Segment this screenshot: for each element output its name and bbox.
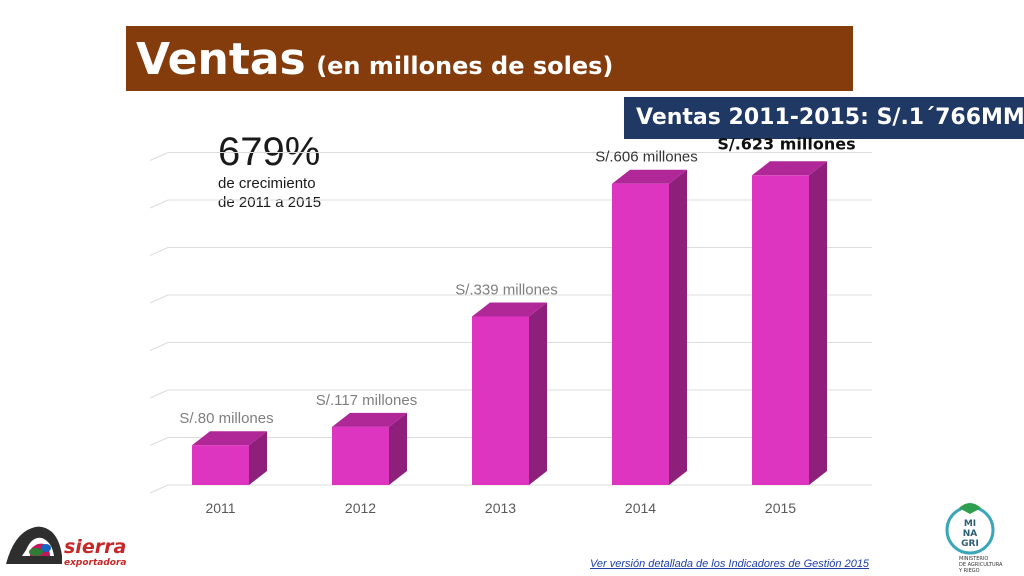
bar-2014 <box>612 169 687 485</box>
title-subtitle: (en millones de soles) <box>316 52 614 80</box>
data-label-2015: S/.623 millones <box>717 134 855 153</box>
chart-bars <box>192 161 827 485</box>
growth-line-2: de 2011 a 2015 <box>218 194 322 211</box>
data-label-2011: S/.80 millones <box>179 410 273 427</box>
minagri-logo-t2: DE AGRICULTURA <box>959 562 1003 568</box>
minagri-logo-t3: Y RIEGO <box>958 568 980 574</box>
title-bar: Ventas (en millones de soles) <box>126 26 853 91</box>
bar-front <box>472 316 529 485</box>
minagri-logo-l2: NA <box>963 529 978 539</box>
bar-2015 <box>752 161 827 485</box>
total-sales-badge: Ventas 2011-2015: S/.1´766MM <box>624 97 1024 139</box>
minagri-logo-l1: MI <box>964 519 976 529</box>
bar-front <box>332 426 389 485</box>
data-label-2014: S/.606 millones <box>595 149 698 166</box>
gridline-depth <box>149 389 169 399</box>
data-label-2012: S/.117 millones <box>316 392 417 409</box>
bar-2011 <box>192 431 267 485</box>
title-main: Ventas <box>136 34 306 85</box>
growth-line-1: de crecimiento <box>218 175 316 192</box>
data-label-2013: S/.339 millones <box>455 281 558 298</box>
gridline-depth <box>149 152 169 161</box>
sierra-exportadora-logo: sierra exportadora <box>6 526 127 568</box>
bar-side <box>529 302 547 485</box>
x-tick-2015: 2015 <box>765 500 796 516</box>
gridline-depth <box>149 247 169 256</box>
x-tick-2014: 2014 <box>625 500 656 516</box>
gridline-depth <box>149 199 169 209</box>
gridline-depth <box>149 294 169 304</box>
sierra-logo-subword: exportadora <box>64 558 127 568</box>
x-tick-2013: 2013 <box>485 500 516 516</box>
bar-top <box>332 412 407 427</box>
bar-top <box>612 169 687 184</box>
bar-2012 <box>332 412 407 485</box>
bar-side <box>809 161 827 485</box>
chart-data-labels: S/.80 millones S/.117 millones S/.339 mill… <box>179 134 855 427</box>
gridline-depth <box>149 437 169 446</box>
sierra-logo-word: sierra <box>64 536 126 558</box>
bar-front <box>192 445 249 485</box>
chart-x-tick-labels: 2011 2012 2013 2014 2015 <box>205 500 796 516</box>
indicators-link[interactable]: Ver versión detallada de los Indicadores… <box>590 558 870 570</box>
bar-side <box>389 412 407 485</box>
bar-2013 <box>472 302 547 485</box>
bar-front <box>752 175 809 485</box>
minagri-logo-t1: MINISTERIO <box>959 556 988 562</box>
bar-top <box>472 302 547 317</box>
bar-top <box>192 431 267 446</box>
x-tick-2011: 2011 <box>205 500 235 516</box>
minagri-logo-l3: GRI <box>961 539 979 549</box>
bar-front <box>612 183 669 485</box>
bar-top <box>752 161 827 176</box>
minagri-logo: MI NA GRI MINISTERIO DE AGRICULTURA Y RI… <box>945 503 1003 574</box>
bar-side <box>669 169 687 485</box>
bar-side <box>249 431 267 485</box>
gridline-depth <box>149 484 169 494</box>
x-tick-2012: 2012 <box>345 500 376 516</box>
page-title: Ventas (en millones de soles) <box>136 34 613 85</box>
gridline-depth <box>149 342 169 351</box>
